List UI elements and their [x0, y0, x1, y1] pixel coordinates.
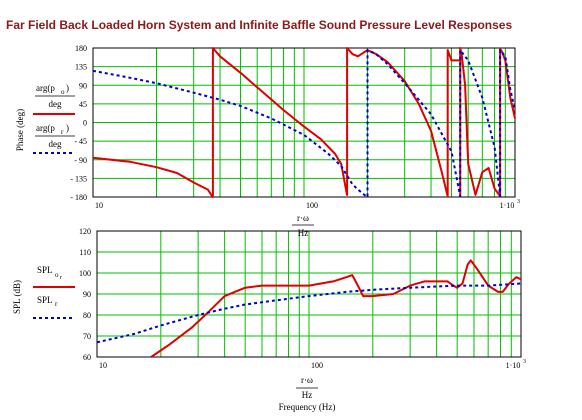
phase-frame	[92, 47, 516, 198]
phase-x-tick-label: 10	[95, 201, 103, 210]
phase-legend: Phase (deg) arg(p o ) deg arg(p r ) deg	[15, 83, 75, 154]
spl-baffle-subscript: r	[55, 300, 58, 308]
spl-x-denominator: Hz	[302, 390, 313, 400]
phase-x-tick-label: 100	[306, 201, 318, 210]
spl-series-horn-line	[150, 259, 522, 358]
phase-y-tick-label: - 45	[74, 137, 87, 146]
phase-x-denominator: Hz	[298, 228, 309, 238]
spl-baffle-label: SPL	[37, 295, 53, 305]
phase-horn-close-paren: )	[66, 83, 69, 93]
phase-y-tick-label: - 90	[74, 156, 87, 165]
spl-y-tick-label: 80	[83, 311, 91, 320]
phase-y-tick-label: 45	[79, 100, 87, 109]
phase-y-tick-label: 90	[79, 81, 87, 90]
phase-baffle-close-paren: )	[66, 123, 69, 133]
spl-axis-label: SPL (dB)	[12, 280, 22, 314]
spl-x-label: r·ω Hz Frequency (Hz)	[279, 375, 336, 412]
phase-x-numerator: r·ω	[297, 213, 309, 223]
spl-y-tick-label: 70	[83, 332, 91, 341]
phase-x-tick-label: 1·10	[500, 201, 515, 210]
spl-chart: 120 110 100 90 80 70 60 10 100 1·10 3	[79, 227, 526, 370]
spl-y-tick-label: 60	[83, 353, 91, 362]
spl-series-baffle-line	[96, 282, 522, 344]
spl-frame	[96, 230, 522, 358]
phase-series-baffle-line	[92, 49, 516, 198]
phase-chart: 180 135 90 45 0 - 45 - 90 - 135 - 180 10 100 1·10 3	[70, 44, 520, 210]
spl-legend: SPL (dB) SPL o r SPL r	[12, 265, 75, 319]
spl-y-tick-label: 90	[83, 290, 91, 299]
spl-x-tick-label: 100	[311, 361, 323, 370]
spl-x-tick-exponent: 3	[523, 359, 526, 365]
spl-y-tick-label: 120	[79, 227, 91, 236]
spl-x-tick-label: 1·10	[506, 361, 521, 370]
spl-horn-subscript-2: r	[60, 275, 62, 281]
phase-y-tick-label: - 180	[70, 193, 87, 202]
phase-x-tick-exponent: 3	[517, 199, 520, 205]
spl-y-tick-label: 100	[79, 269, 91, 278]
phase-baffle-numerator: arg(p	[36, 123, 55, 133]
spl-x-tick-label: 10	[99, 361, 107, 370]
phase-y-tick-label: 135	[75, 63, 87, 72]
phase-horn-subscript: o	[61, 88, 65, 96]
phase-horn-denominator: deg	[49, 99, 62, 109]
phase-series-horn-line	[92, 47, 516, 198]
phase-axis-label: Phase (deg)	[15, 109, 25, 151]
spl-horn-label: SPL	[37, 265, 53, 275]
spl-horn-subscript: o	[55, 271, 59, 279]
phase-horn-numerator: arg(p	[36, 83, 55, 93]
phase-baffle-subscript: r	[61, 128, 64, 136]
spl-y-tick-label: 110	[79, 248, 91, 257]
spl-x-numerator: r·ω	[301, 375, 313, 385]
phase-baffle-denominator: deg	[49, 139, 62, 149]
phase-y-tick-label: 180	[75, 44, 87, 53]
chart-title: Far Field Back Loaded Horn System and In…	[6, 18, 513, 32]
phase-y-tick-label: 0	[83, 119, 87, 128]
frequency-label: Frequency (Hz)	[279, 402, 336, 412]
phase-x-label: r·ω Hz	[292, 213, 314, 238]
phase-y-tick-label: - 135	[70, 174, 87, 183]
